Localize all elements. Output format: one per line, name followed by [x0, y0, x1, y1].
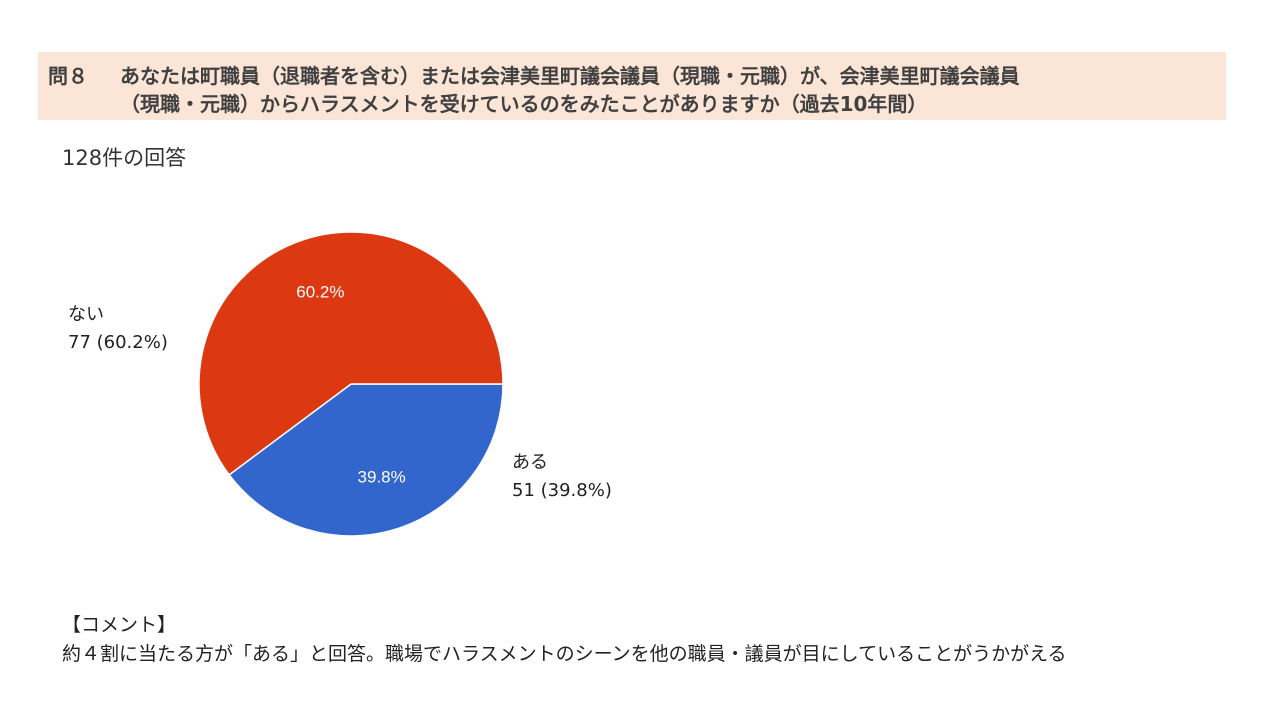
slice-label-aru-value: 51 (39.8%): [512, 480, 612, 501]
comment-body: 約４割に当たる方が「ある」と回答。職場でハラスメントのシーンを他の職員・議員が目…: [62, 643, 1067, 665]
question-banner: 問８ あなたは町職員（退職者を含む）または会津美里町議会議員（現職・元職）が、会…: [38, 52, 1226, 120]
pie-slice-nai: [198, 231, 504, 476]
pie-slice-aru: [228, 383, 504, 537]
slice-label-aru-name: ある: [512, 452, 548, 473]
response-count: 128件の回答: [62, 146, 187, 170]
slice-label-nai-name: ない: [68, 304, 104, 325]
question-text-line1: あなたは町職員（退職者を含む）または会津美里町議会議員（現職・元職）が、会津美里…: [120, 64, 1020, 88]
pie-pct-label-nai: 60.2%: [296, 283, 344, 302]
comment-header: 【コメント】: [62, 614, 177, 636]
question-text-line2: （現職・元職）からハラスメントを受けているのをみたことがありますか（過去10年間…: [120, 92, 928, 116]
slice-label-nai-value: 77 (60.2%): [68, 332, 168, 353]
pie-pct-label-aru: 39.8%: [358, 467, 406, 486]
question-number: 問８: [48, 64, 88, 88]
